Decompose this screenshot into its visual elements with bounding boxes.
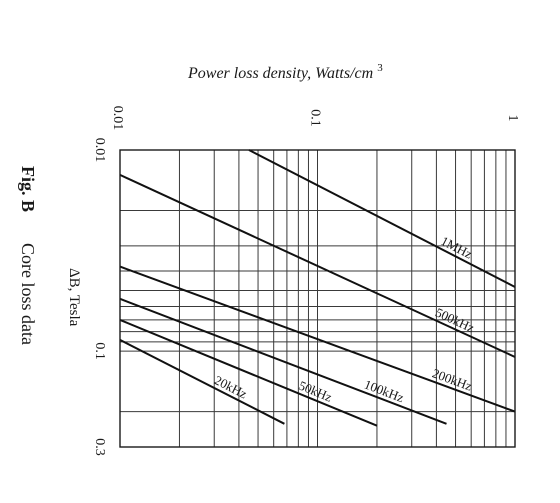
y-axis-label: ΔB, Tesla (66, 268, 82, 327)
series-line-100khz (119, 297, 447, 425)
figure-label: Fig. B (18, 166, 38, 212)
x-tick-label: 1 (505, 115, 520, 122)
x-tick-label: 0.01 (110, 106, 125, 131)
series-line-1mhz (248, 149, 516, 288)
y-tick-label: 0.3 (92, 438, 107, 456)
x-tick-label: 0.1 (308, 109, 323, 127)
y-tick-label: 0.1 (92, 342, 107, 360)
x-axis-label-exponent: 3 (377, 62, 383, 74)
figure-caption: Core loss data (18, 243, 38, 345)
series-line-200khz (119, 265, 516, 413)
plot-frame (119, 149, 516, 448)
x-axis-label-text: Power loss density, Watts/cm (187, 65, 373, 82)
grid (120, 150, 515, 447)
series-line-20khz (119, 339, 285, 425)
y-tick-label: 0.01 (92, 138, 107, 163)
x-axis-label: Power loss density, Watts/cm 3 (187, 62, 383, 82)
series-line-50khz (119, 318, 378, 427)
tick-labels: 0.01 0.1 1 0.01 0.1 0.3 (92, 106, 520, 456)
series-line-500khz (119, 173, 516, 358)
